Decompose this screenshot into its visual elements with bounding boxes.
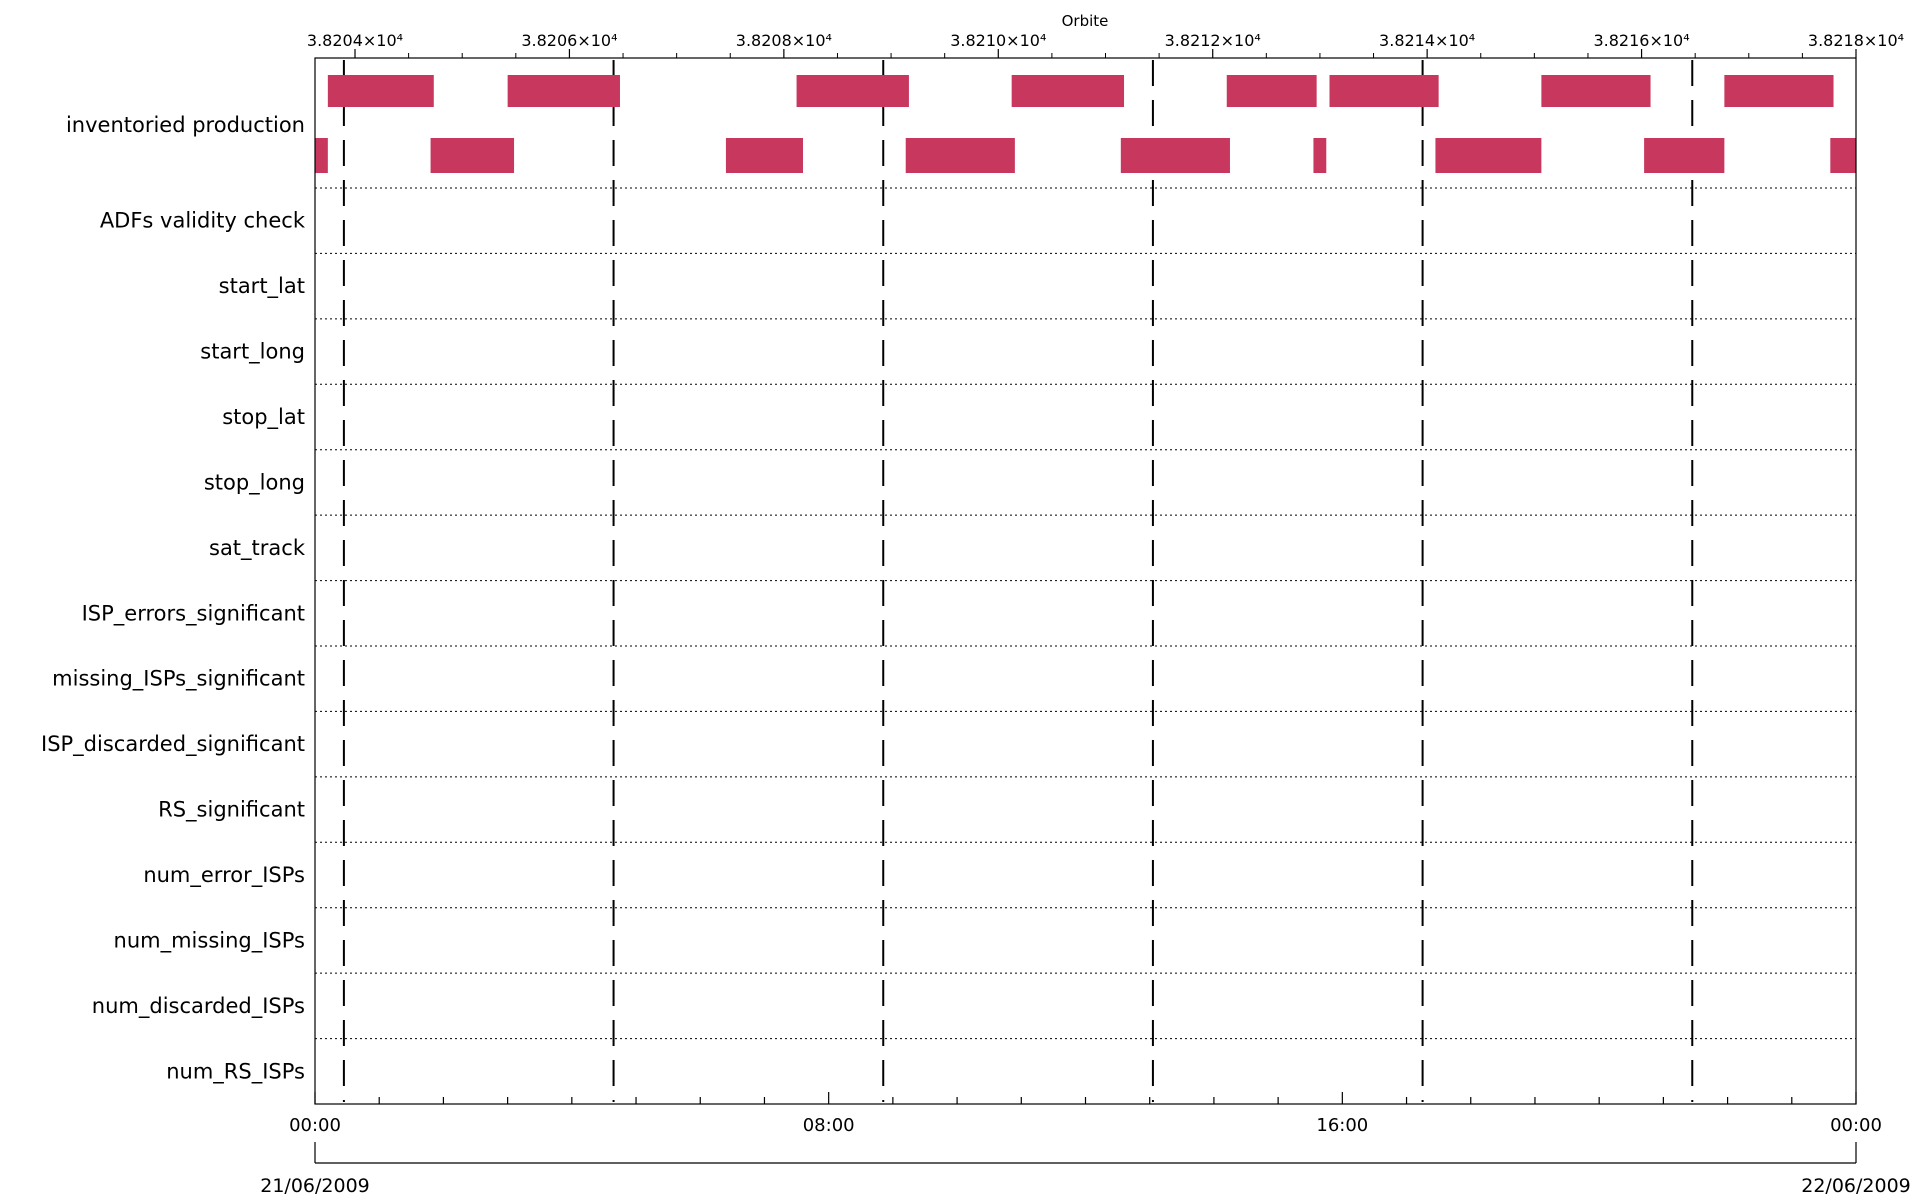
production-bar <box>796 75 909 107</box>
row-label: missing_ISPs_significant <box>52 667 305 692</box>
production-bar <box>327 75 434 107</box>
top-axis-tick-label: 3.8208×10⁴ <box>736 31 832 50</box>
row-label: RS_significant <box>158 798 305 823</box>
top-axis-tick-label: 3.8210×10⁴ <box>950 31 1046 50</box>
production-bar <box>1120 138 1230 173</box>
top-axis-title: Orbite <box>1062 12 1109 30</box>
production-bar <box>1011 75 1125 107</box>
row-label: inventoried production <box>66 113 305 137</box>
row-label: num_discarded_ISPs <box>92 994 305 1019</box>
top-axis-tick-label: 3.8206×10⁴ <box>521 31 617 50</box>
bar-layer <box>315 75 1856 173</box>
row-label: num_error_ISPs <box>143 863 305 888</box>
row-label: num_missing_ISPs <box>114 928 305 953</box>
top-axis-tick-label: 3.8216×10⁴ <box>1593 31 1689 50</box>
production-bar <box>1830 138 1856 173</box>
row-label: num_RS_ISPs <box>166 1059 305 1084</box>
tick-layer: inventoried production ADFs validity chec… <box>41 31 1904 1164</box>
top-axis-tick-label: 3.8218×10⁴ <box>1808 31 1904 50</box>
row-label: ADFs validity check <box>100 209 306 233</box>
row-label: ISP_errors_significant <box>82 601 305 626</box>
production-bar <box>1329 75 1439 107</box>
bottom-axis-tick-label: 16:00 <box>1316 1115 1368 1136</box>
production-bar <box>725 138 803 173</box>
axis-layer: Orbite 21/06/2009 22/06/2009 <box>260 12 1911 1197</box>
row-label: stop_lat <box>222 405 305 430</box>
bottom-axis-tick-label: 08:00 <box>803 1115 855 1136</box>
row-label: start_lat <box>219 274 305 299</box>
row-label: stop_long <box>204 470 305 495</box>
row-label: ISP_discarded_significant <box>41 732 305 757</box>
row-label: start_long <box>200 340 305 365</box>
production-bar <box>507 75 620 107</box>
row-label: sat_track <box>209 536 306 561</box>
top-axis-tick-label: 3.8204×10⁴ <box>307 31 403 50</box>
production-bar <box>1541 75 1651 107</box>
production-bar <box>1644 138 1725 173</box>
top-axis-tick-label: 3.8212×10⁴ <box>1165 31 1261 50</box>
top-axis-tick-label: 3.8214×10⁴ <box>1379 31 1475 50</box>
production-bar <box>905 138 1015 173</box>
production-bar <box>1313 138 1327 173</box>
end-date-label: 22/06/2009 <box>1801 1175 1911 1197</box>
grid-layer <box>315 60 1856 1102</box>
production-bar <box>1435 138 1542 173</box>
production-bar <box>430 138 515 173</box>
bottom-axis-tick-label: 00:00 <box>1830 1115 1882 1136</box>
production-bar <box>1724 75 1834 107</box>
production-bar <box>315 138 328 173</box>
production-bar <box>1226 75 1317 107</box>
start-date-label: 21/06/2009 <box>260 1175 370 1197</box>
bottom-axis-tick-label: 00:00 <box>289 1115 341 1136</box>
